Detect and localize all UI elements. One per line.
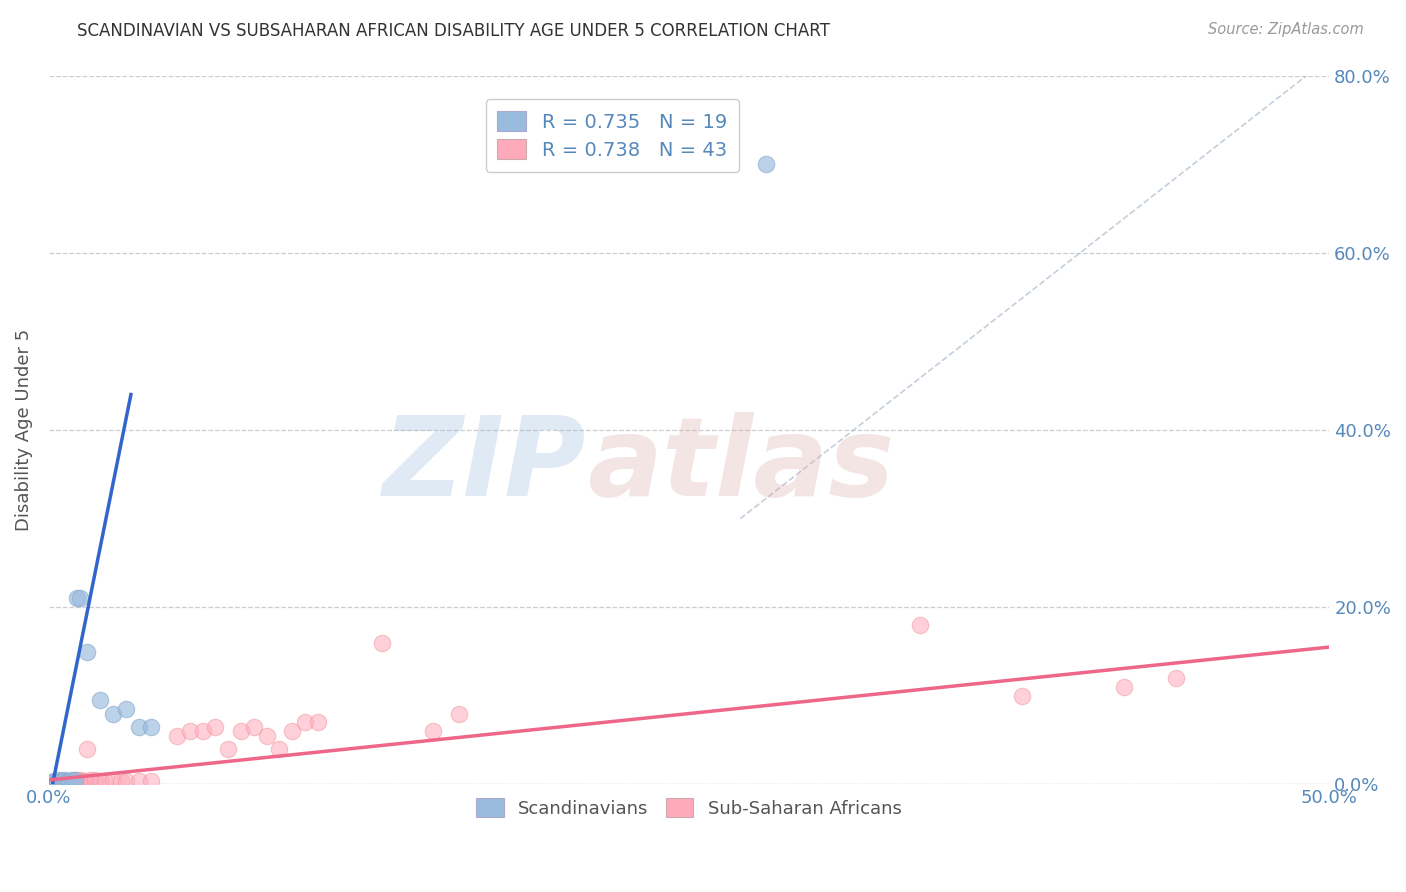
Point	[56, 773, 79, 788]
Point	[48, 774, 70, 789]
Point	[294, 715, 316, 730]
Point	[166, 729, 188, 743]
Point	[179, 724, 201, 739]
Point	[256, 729, 278, 743]
Point	[1011, 689, 1033, 703]
Point	[79, 772, 101, 787]
Point	[269, 742, 291, 756]
Point	[204, 720, 226, 734]
Point	[141, 773, 163, 788]
Point	[42, 774, 65, 789]
Point	[229, 724, 252, 739]
Point	[89, 693, 111, 707]
Point	[58, 773, 80, 788]
Text: Source: ZipAtlas.com: Source: ZipAtlas.com	[1208, 22, 1364, 37]
Point	[101, 706, 124, 721]
Point	[51, 773, 73, 788]
Point	[60, 772, 83, 787]
Point	[66, 591, 89, 606]
Point	[243, 720, 266, 734]
Point	[69, 772, 91, 787]
Point	[72, 773, 94, 788]
Point	[48, 772, 70, 787]
Point	[89, 773, 111, 788]
Point	[45, 774, 67, 789]
Point	[94, 773, 117, 788]
Point	[908, 618, 931, 632]
Text: atlas: atlas	[586, 412, 894, 519]
Point	[114, 702, 136, 716]
Legend: Scandinavians, Sub-Saharan Africans: Scandinavians, Sub-Saharan Africans	[470, 791, 910, 825]
Point	[41, 774, 63, 789]
Point	[45, 775, 67, 789]
Point	[128, 720, 150, 734]
Point	[307, 715, 329, 730]
Point	[101, 772, 124, 787]
Point	[76, 644, 98, 658]
Point	[56, 773, 79, 788]
Point	[141, 720, 163, 734]
Point	[73, 773, 96, 788]
Point	[51, 773, 73, 788]
Point	[371, 635, 394, 649]
Point	[191, 724, 214, 739]
Point	[42, 773, 65, 788]
Point	[53, 772, 76, 787]
Point	[41, 775, 63, 789]
Point	[76, 742, 98, 756]
Point	[422, 724, 444, 739]
Point	[755, 157, 778, 171]
Point	[63, 772, 86, 787]
Point	[63, 772, 86, 787]
Text: SCANDINAVIAN VS SUBSAHARAN AFRICAN DISABILITY AGE UNDER 5 CORRELATION CHART: SCANDINAVIAN VS SUBSAHARAN AFRICAN DISAB…	[77, 22, 830, 40]
Point	[66, 773, 89, 788]
Point	[69, 591, 91, 606]
Y-axis label: Disability Age Under 5: Disability Age Under 5	[15, 329, 32, 531]
Point	[217, 742, 239, 756]
Text: ZIP: ZIP	[384, 412, 586, 519]
Point	[53, 774, 76, 789]
Point	[1164, 671, 1187, 685]
Point	[1114, 680, 1136, 694]
Point	[110, 773, 132, 788]
Point	[447, 706, 470, 721]
Point	[281, 724, 304, 739]
Point	[58, 774, 80, 789]
Point	[60, 774, 83, 789]
Point	[84, 772, 107, 787]
Point	[114, 773, 136, 788]
Point	[128, 773, 150, 788]
